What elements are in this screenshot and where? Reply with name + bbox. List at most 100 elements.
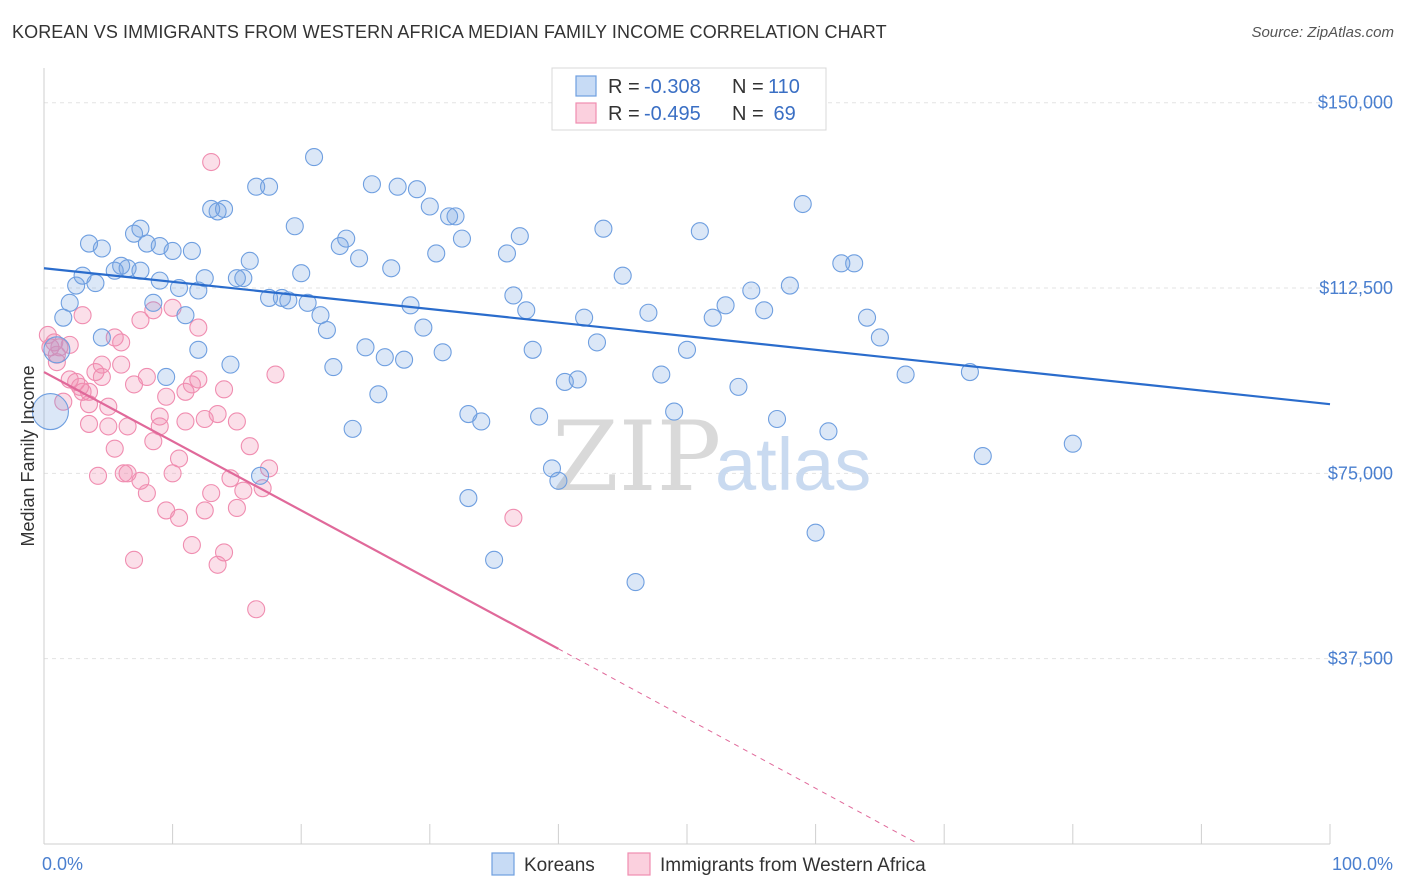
point-koreans-91 [690,222,709,241]
point-koreans-76 [523,340,542,359]
point-wafrica-67 [114,464,133,483]
x-tick-labels: 0.0% 100.0% [42,854,1393,874]
point-wafrica-38 [169,449,189,468]
point-wafrica-50 [208,405,227,424]
point-koreans-9 [92,239,111,258]
point-koreans-96 [755,301,774,320]
point-koreans-54 [369,385,388,404]
point-koreans-70 [472,412,491,431]
point-wafrica-24 [124,550,144,569]
point-koreans-23 [176,306,195,325]
point-koreans-84 [594,219,613,238]
point-wafrica-55 [227,412,246,431]
axes [43,68,1331,845]
point-wafrica-28 [137,367,156,387]
point-koreans-30 [214,199,234,219]
point-koreans-72 [497,244,517,263]
point-koreans-34 [240,251,259,270]
point-koreans-42 [292,264,311,283]
grid-lines [44,102,1390,660]
point-koreans-99 [793,194,812,214]
point-koreans-51 [350,249,369,268]
point-koreans-47 [324,358,343,377]
point-wafrica-56 [227,498,246,517]
legend-n-label-wafrica: N = [732,103,764,125]
point-koreans-49 [337,229,356,248]
watermark-zip: ZIP [552,401,721,513]
point-koreans-58 [395,350,414,369]
point-koreans-89 [665,402,684,421]
point-koreans-102 [832,254,851,273]
watermark-atlas: atlas [715,423,871,506]
point-wafrica-68 [504,508,523,527]
point-wafrica-43 [182,535,201,555]
y-tick-label-0: $37,500 [1328,649,1393,669]
point-wafrica-41 [176,412,195,431]
point-koreans-41 [285,217,304,236]
point-wafrica-14 [92,355,111,374]
point-koreans-40 [279,291,298,310]
legend-swatch-wafrica [575,102,597,124]
point-koreans-20 [157,367,176,387]
y-axis-label: Median Family Income [18,365,38,546]
trendlines [43,267,1331,845]
point-wafrica-11 [79,414,99,433]
trendline-wafrica [43,371,559,650]
point-koreans-86 [626,573,645,592]
legend-swatch-koreans [575,75,597,97]
legend-n-value-koreans: 110 [768,76,800,98]
point-koreans-55 [375,348,394,367]
point-koreans-74 [510,227,529,246]
point-koreans-26 [189,340,208,359]
point-koreans-88 [652,365,671,384]
legend-r-value-wafrica: -0.495 [644,103,701,125]
point-koreans-48 [330,236,349,256]
point-wafrica-49 [202,484,221,503]
bottom-legend: Koreans Immigrants from Western Africa [491,852,926,876]
point-koreans-65 [440,207,459,226]
point-wafrica-44 [189,318,208,337]
bottom-legend-koreans: Koreans [524,855,595,876]
point-koreans-103 [845,254,864,273]
point-koreans-75 [517,301,536,320]
point-koreans-73 [504,286,523,305]
point-wafrica-19 [105,439,124,458]
point-koreans-35 [247,177,266,196]
point-koreans-17 [144,293,163,312]
point-wafrica-29 [137,484,156,503]
point-koreans-95 [742,281,761,300]
point-wafrica-20 [112,355,131,374]
bottom-legend-swatch-wafrica [627,852,651,876]
point-koreans-101 [819,422,838,441]
point-wafrica-40 [176,382,195,401]
point-wafrica-48 [202,152,221,172]
point-koreans-56 [382,259,401,278]
point-koreans-97 [767,409,787,429]
point-wafrica-47 [195,501,214,520]
point-koreans-43 [298,293,317,312]
point-koreans-66 [446,207,465,226]
point-wafrica-15 [92,367,111,387]
point-wafrica-62 [266,365,285,384]
point-koreans-31 [221,355,240,374]
chart-title: KOREAN VS IMMIGRANTS FROM WESTERN AFRICA… [12,22,887,42]
point-koreans-62 [420,197,439,216]
y-tick-label-3: $150,000 [1318,93,1393,113]
point-wafrica-63 [47,353,66,372]
point-koreans-7 [86,274,105,293]
x-tick-label-1: 100.0% [1332,854,1393,874]
point-koreans-87 [639,303,658,322]
y-tick-label-1: $75,000 [1328,463,1393,483]
point-koreans-1 [43,336,71,364]
point-koreans-94 [729,377,748,396]
point-koreans-77 [530,407,549,426]
point-koreans-46 [317,320,336,340]
bottom-legend-swatch-koreans [491,852,515,876]
series-wafrica-points [38,152,523,619]
point-koreans-38 [259,177,279,196]
point-koreans-60 [407,180,426,199]
legend-r-label-wafrica: R = [608,103,640,125]
y-tick-label-2: $112,500 [1319,278,1393,298]
point-koreans-3 [60,293,79,312]
